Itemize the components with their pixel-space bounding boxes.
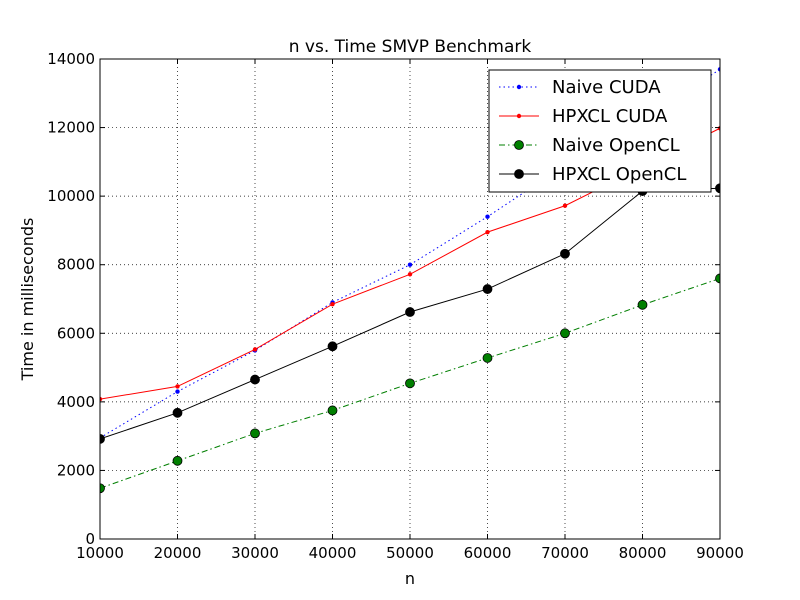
- data-point-naive-cuda: [175, 389, 180, 394]
- x-tick-label: 20000: [154, 544, 202, 562]
- data-point-hpxcl-opencl: [405, 307, 415, 317]
- data-point-hpxcl-opencl: [327, 341, 338, 352]
- y-tick-label: 8000: [57, 256, 95, 274]
- data-point-hpxcl-opencl: [100, 433, 105, 444]
- x-tick-label: 90000: [696, 544, 744, 562]
- legend-label-hpxcl-opencl: HPXCL OpenCL: [552, 164, 686, 185]
- legend-label-hpxcl-cuda: HPXCL CUDA: [552, 106, 668, 127]
- data-point-hpxcl-opencl: [715, 183, 720, 194]
- legend-label-naive-opencl: Naive OpenCL: [552, 135, 680, 156]
- y-tick-label: 2000: [57, 461, 95, 479]
- data-point-hpxcl-opencl: [172, 407, 183, 418]
- data-point-naive-opencl: [560, 328, 570, 339]
- data-point-naive-opencl: [405, 378, 415, 389]
- data-point-hpxcl-cuda: [485, 229, 490, 235]
- data-point-hpxcl-opencl: [482, 284, 493, 294]
- legend: Naive CUDA HPXCL CUDA Naive OpenCL HPXCL Op…: [488, 69, 712, 193]
- data-point-naive-opencl: [172, 455, 183, 466]
- legend-marker-hpxcl-cuda: [516, 113, 522, 119]
- data-point-naive-opencl: [100, 483, 105, 494]
- data-point-hpxcl-opencl: [250, 374, 260, 385]
- data-point-hpxcl-opencl: [560, 248, 570, 259]
- data-point-hpxcl-cuda: [100, 396, 103, 402]
- y-tick-label: 4000: [57, 393, 95, 411]
- x-axis-label: n: [405, 569, 415, 588]
- x-tick-label: 30000: [231, 544, 279, 562]
- axis-ticks: 10000 20000 30000 40000 50000 60000 70000 80000…: [47, 50, 744, 562]
- y-tick-label: 14000: [47, 50, 95, 68]
- x-tick-label: 10000: [76, 544, 124, 562]
- x-tick-label: 60000: [464, 544, 512, 562]
- data-point-naive-opencl: [327, 405, 338, 416]
- y-tick-label: 10000: [47, 187, 95, 205]
- data-point-naive-cuda: [407, 262, 413, 267]
- data-point-hpxcl-cuda: [562, 203, 568, 208]
- x-tick-label: 40000: [309, 544, 357, 562]
- data-point-naive-opencl: [482, 353, 493, 363]
- data-point-hpxcl-cuda: [252, 347, 258, 352]
- legend-box: [488, 69, 712, 193]
- y-tick-label: 0: [85, 530, 95, 548]
- legend-marker-naive-opencl: [514, 140, 524, 150]
- data-point-naive-opencl: [637, 299, 648, 310]
- chart-title: n vs. Time SMVP Benchmark: [289, 37, 532, 57]
- data-point-hpxcl-cuda: [330, 301, 335, 307]
- x-tick-label: 70000: [541, 544, 589, 562]
- legend-marker-naive-cuda: [516, 84, 522, 90]
- x-tick-label: 50000: [386, 544, 434, 562]
- legend-label-naive-cuda: Naive CUDA: [552, 77, 661, 98]
- data-point-naive-opencl: [250, 428, 260, 439]
- data-point-naive-cuda: [717, 67, 720, 72]
- data-point-naive-cuda: [485, 214, 490, 219]
- x-tick-label: 80000: [619, 544, 667, 562]
- data-point-hpxcl-cuda: [407, 272, 413, 277]
- y-axis-label: Time in milliseconds: [18, 218, 37, 382]
- data-point-naive-opencl: [715, 273, 720, 284]
- legend-marker-hpxcl-opencl: [514, 169, 524, 179]
- data-point-hpxcl-cuda: [175, 384, 180, 389]
- y-tick-label: 12000: [47, 119, 95, 137]
- y-tick-label: 6000: [57, 324, 95, 342]
